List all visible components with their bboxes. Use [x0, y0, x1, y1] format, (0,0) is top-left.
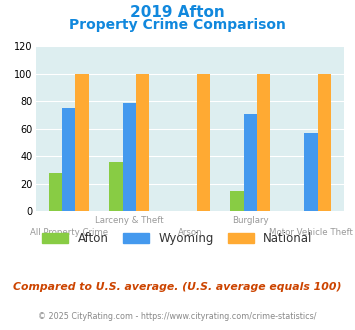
Bar — [123, 103, 136, 211]
Text: Motor Vehicle Theft: Motor Vehicle Theft — [269, 228, 353, 237]
Bar — [244, 114, 257, 211]
Bar — [109, 162, 123, 211]
Text: Compared to U.S. average. (U.S. average equals 100): Compared to U.S. average. (U.S. average … — [13, 282, 342, 292]
Text: © 2025 CityRating.com - https://www.cityrating.com/crime-statistics/: © 2025 CityRating.com - https://www.city… — [38, 312, 317, 321]
Text: 2019 Afton: 2019 Afton — [130, 5, 225, 20]
Text: All Property Crime: All Property Crime — [30, 228, 108, 237]
Bar — [318, 74, 331, 211]
Bar — [49, 173, 62, 211]
Bar — [197, 74, 210, 211]
Legend: Afton, Wyoming, National: Afton, Wyoming, National — [38, 227, 317, 250]
Text: Arson: Arson — [178, 228, 202, 237]
Bar — [257, 74, 271, 211]
Bar — [76, 74, 89, 211]
Bar — [136, 74, 149, 211]
Bar — [304, 133, 318, 211]
Text: Burglary: Burglary — [232, 216, 269, 225]
Text: Larceny & Theft: Larceny & Theft — [95, 216, 164, 225]
Bar — [62, 108, 76, 211]
Bar — [230, 190, 244, 211]
Text: Property Crime Comparison: Property Crime Comparison — [69, 18, 286, 32]
